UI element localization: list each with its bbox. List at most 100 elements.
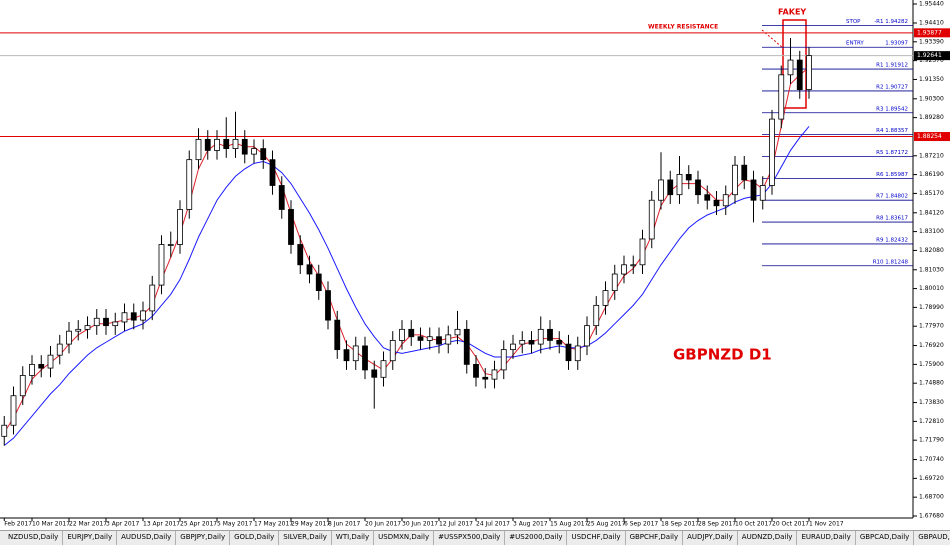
level-label: R3 1.89542 [876,106,908,112]
chart-tab[interactable]: #USSPX500,Daily [434,531,506,545]
chart-tab[interactable]: AUDUSD,Daily [117,531,177,545]
candle-body [149,284,156,312]
level-label: R10 1.81248 [873,259,909,265]
plot-area [0,0,913,518]
candle-body [528,340,535,345]
chart-tab[interactable]: #US2000,Daily [505,531,568,545]
chart-tab[interactable]: WTI,Daily [332,531,375,545]
candle-body [436,336,442,345]
level-name: ENTRY [846,41,864,47]
candle-body [722,194,729,207]
level-label: R1 1.91912 [876,63,908,69]
x-tick-label: 3 Apr 2017 [106,521,139,528]
x-tick-label: 5 May 2017 [217,521,252,528]
candle-body [325,290,331,321]
chart: WEEKLY RESISTANCE FAKEY GBPNZD D1 1.9544… [0,0,950,528]
candle-body [417,336,424,341]
y-tick-label: 1.67680 [919,512,944,519]
chart-tab[interactable]: GBPCAD,Daily [856,531,915,545]
chart-tab[interactable]: AUDJPY,Daily [683,531,738,545]
candle-body [288,209,294,245]
price-box [914,51,950,61]
level-label: 1.93097 [885,41,908,47]
tab-bar: NZDUSD,Daily EURJPY,Daily AUDUSD,Daily GBPJ… [0,530,950,545]
x-tick-label: 30 Jun 2017 [402,521,438,528]
x-tick-label: 29 May 2017 [291,521,330,528]
candle-body [158,244,165,286]
candle-body [84,325,91,330]
level-label: R5 1.87172 [876,150,908,156]
chart-tab[interactable]: USDMXN,Daily [374,531,435,545]
candle-body [685,174,692,181]
candle-body [204,138,211,151]
candle-body [621,264,627,275]
candle-body [445,334,452,345]
y-tick-label: 1.85170 [919,190,944,197]
chart-tab[interactable]: SILVER,Daily [279,531,332,545]
candle-body [47,354,54,369]
candle-body [574,345,581,362]
level-label: R7 1.84802 [876,194,908,200]
candle-body [658,179,664,201]
y-tick-label: 1.80010 [919,285,944,292]
price-box-label: 1.88254 [917,133,942,140]
chart-tab[interactable]: EURAUD,Daily [797,531,856,545]
x-tick-label: 8 Jun 2017 [328,521,360,528]
price-box [914,132,950,142]
y-tick-label: 1.74880 [919,380,944,387]
candle-body [750,179,757,201]
y-tick-label: 1.81030 [919,266,944,273]
candle-body [473,363,479,378]
candle-body [278,185,285,210]
x-tick-label: 25 Aug 2017 [587,521,626,528]
y-tick-label: 1.77970 [919,323,944,330]
candle-body [593,304,600,327]
y-tick-label: 1.68700 [919,494,944,501]
x-tick-label: 17 May 2017 [254,521,293,528]
y-tick-label: 1.94410 [919,19,944,26]
level-label: R9 1.82432 [876,237,908,243]
x-tick-label: 24 Jul 2017 [476,521,510,528]
candle-body [1,424,8,437]
chart-tab[interactable]: USDCHF,Daily [567,531,626,545]
candle-body [371,369,378,378]
y-tick-label: 1.92370 [919,57,944,64]
candle-body [454,328,461,336]
x-tick-label: Feb 2017 [4,521,32,528]
candle-body [103,317,109,327]
candle-body [66,330,72,345]
candle-body [584,325,590,347]
chart-tab[interactable]: GBPJPY,Daily [176,531,231,545]
y-tick-label: 1.82080 [919,247,944,254]
y-tick-label: 1.89280 [919,114,944,121]
price-box [914,28,950,38]
chart-tab[interactable]: GBPCHF,Daily [626,531,684,545]
candle-body [732,164,738,196]
candle-body [778,74,785,120]
candle-body [93,317,100,327]
candle-body [667,179,674,196]
chart-tab[interactable]: NZDUSD,Daily [4,531,64,545]
chart-tab[interactable]: EURJPY,Daily [63,531,118,545]
candle-body [565,343,572,362]
chart-tab[interactable]: GBPAUD,Daily [914,531,950,545]
level-label: R6 1.85987 [876,172,908,178]
level-label: R4 1.88357 [876,128,908,134]
price-box-label: 1.93877 [917,29,942,36]
candle-body [19,375,26,397]
candle-body [56,343,63,356]
y-tick-label: 1.86190 [919,171,944,178]
candle-body [787,59,794,76]
y-tick-label: 1.71790 [919,437,944,444]
candle-body [112,321,119,327]
chart-tab[interactable]: AUDNZD,Daily [738,531,798,545]
candle-body [38,363,45,369]
level-label: R8 1.83617 [876,216,908,222]
price-box-label: 1.92641 [917,52,942,59]
chart-tab[interactable]: GOLD,Daily [230,531,280,545]
fakey-box [782,19,807,109]
candle-body [214,138,220,151]
candle-body [547,328,553,341]
candle-body [186,159,193,210]
